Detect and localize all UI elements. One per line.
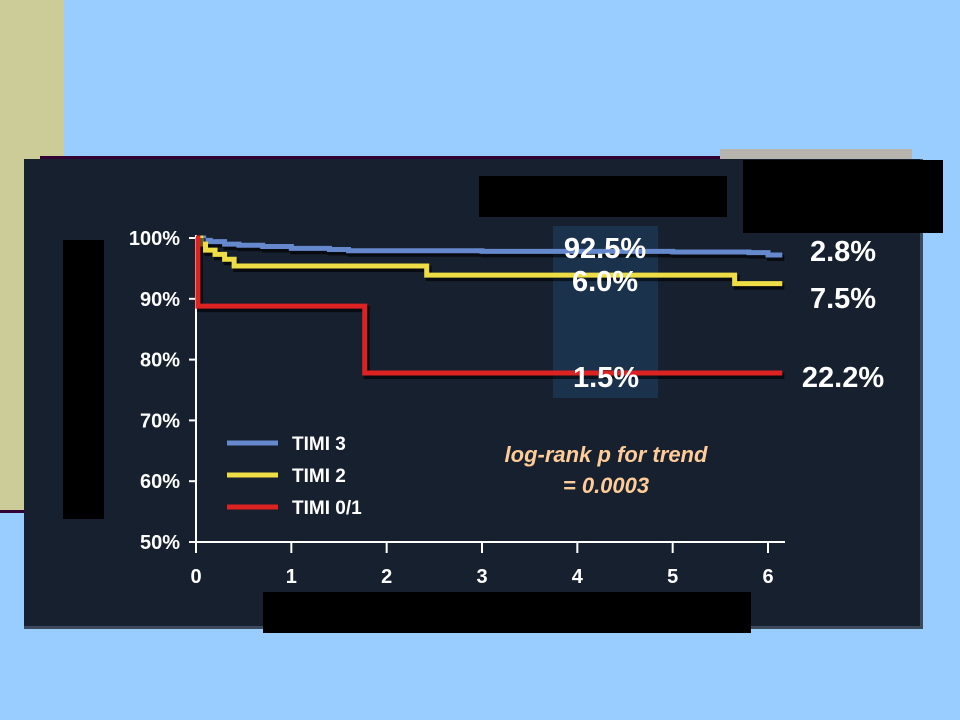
mid-label-timi3: 92.5% [564, 233, 646, 265]
series-line-timi3 [196, 235, 783, 258]
y-tick-label: 90% [140, 289, 180, 311]
x-tick-label: 4 [572, 566, 584, 588]
x-tick-label: 3 [476, 566, 487, 588]
chart-ticks: 50% 60% 70% 80% 90% 100% 0 1 2 3 4 5 6 [129, 228, 774, 588]
gray-tab [720, 149, 912, 159]
legend-label-timi2: TIMI 2 [292, 466, 346, 487]
y-tick-label: 100% [129, 228, 180, 250]
y-tick-label: 50% [140, 532, 180, 554]
x-tick-label: 2 [381, 566, 392, 588]
redaction-title-right [743, 160, 943, 233]
chart-series [195, 235, 785, 379]
logrank-note-line2: = 0.0003 [563, 473, 649, 498]
mid-label-timi2: 6.0% [572, 266, 638, 298]
legend: TIMI 3 TIMI 2 TIMI 0/1 [227, 434, 362, 519]
x-tick-label: 0 [190, 566, 201, 588]
y-tick-label: 80% [140, 350, 180, 372]
x-tick-label: 1 [286, 566, 297, 588]
chart-panel [24, 159, 923, 629]
series-line-timi2 [196, 235, 783, 287]
end-label-timi2: 7.5% [810, 283, 876, 315]
legend-label-timi01: TIMI 0/1 [292, 498, 362, 519]
y-tick-label: 60% [140, 471, 180, 493]
end-label-timi3: 2.8% [810, 236, 876, 268]
y-tick-label: 70% [140, 410, 180, 432]
logrank-note-line1: log-rank p for trend [505, 442, 708, 467]
series-line-timi01 [195, 235, 783, 376]
redaction-title-left [479, 176, 727, 217]
mid-label-timi01: 1.5% [573, 362, 639, 394]
end-label-timi01: 22.2% [802, 362, 884, 394]
panel-top-line [40, 156, 912, 159]
x-tick-label: 6 [762, 566, 773, 588]
x-tick-label: 5 [667, 566, 678, 588]
redaction-x-axis-label [263, 592, 751, 633]
redaction-y-axis-label [63, 240, 104, 519]
legend-label-timi3: TIMI 3 [292, 434, 346, 455]
